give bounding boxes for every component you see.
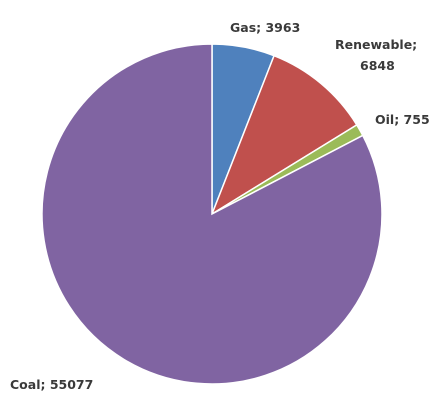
- slice-label-renewable-line2: 6848: [360, 58, 395, 73]
- pie-labels: Gas; 3963 Renewable; 6848 Oil; 755 Coal;…: [10, 20, 430, 392]
- pie-slices: [41, 43, 383, 385]
- slice-label-renewable-line1: Renewable;: [335, 37, 417, 52]
- slice-label-coal: Coal; 55077: [10, 377, 93, 392]
- pie-slice-renewable: [210, 54, 358, 216]
- slice-label-gas: Gas; 3963: [230, 20, 300, 35]
- slice-label-oil: Oil; 755: [375, 112, 430, 127]
- pie-slice-coal: [41, 43, 383, 385]
